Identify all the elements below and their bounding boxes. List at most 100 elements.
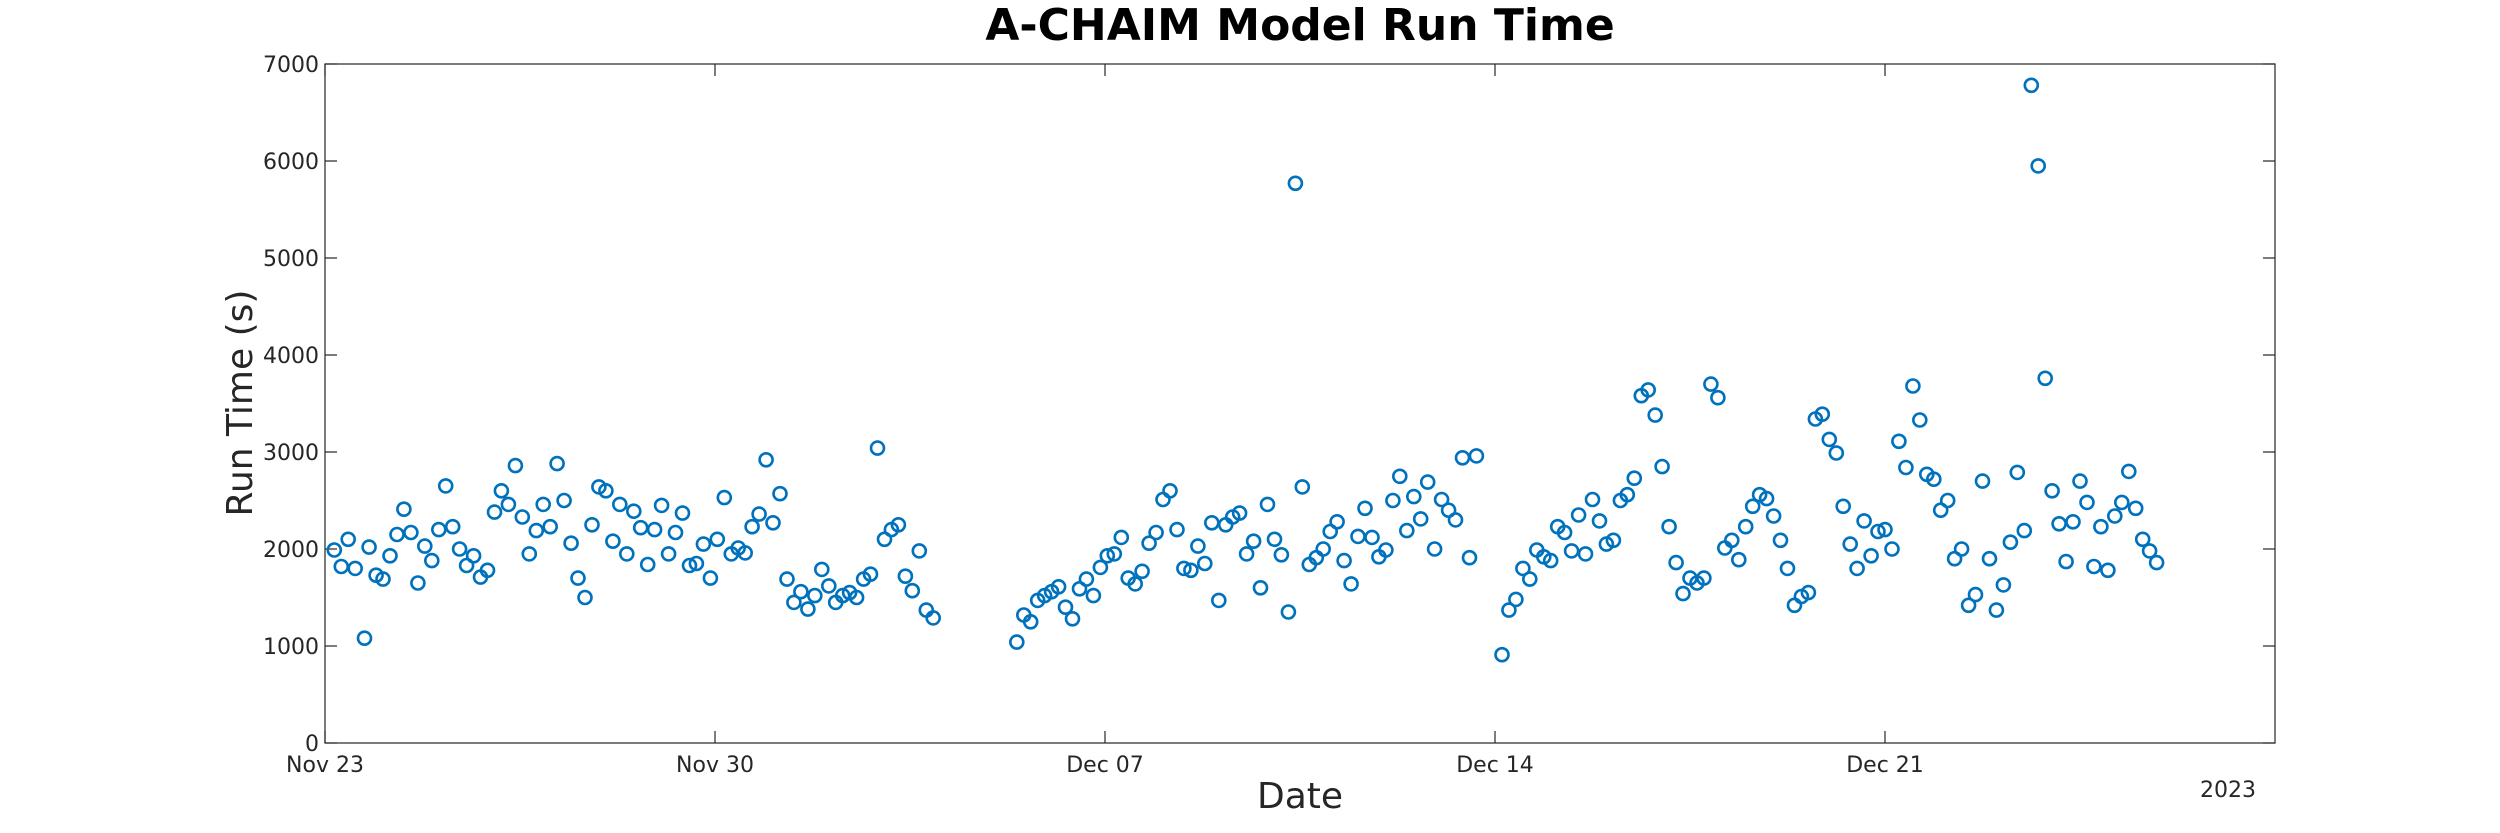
data-point (911, 543, 928, 559)
y-tick-label: 7000 (263, 53, 319, 78)
data-point (925, 610, 942, 626)
data-point (1542, 552, 1559, 569)
data-point (2072, 473, 2088, 489)
y-axis-label: Run Time (s) (220, 290, 261, 517)
data-point (1939, 492, 1956, 509)
data-point (347, 560, 364, 577)
data-point (1842, 536, 1858, 552)
data-point (1821, 431, 1838, 448)
data-point (1412, 511, 1429, 527)
chart-title: A-CHAIM Model Run Time (985, 0, 1614, 51)
data-point (1654, 458, 1670, 475)
data-point (1113, 529, 1130, 546)
data-point (493, 482, 510, 499)
data-point (625, 503, 642, 520)
data-point (556, 492, 572, 509)
data-point (1280, 604, 1297, 620)
data-point (1619, 486, 1636, 503)
data-point (890, 516, 907, 533)
data-point (702, 570, 719, 586)
data-point (1981, 550, 1998, 567)
data-point (1252, 579, 1269, 596)
y-axis: 0 1000 2000 3000 4000 5000 6000 7000 (263, 53, 2275, 757)
data-point (1433, 491, 1450, 508)
data-point (611, 496, 628, 513)
data-point (786, 594, 802, 611)
data-point (2114, 494, 2130, 511)
data-point (688, 555, 705, 572)
data-point (1050, 578, 1067, 595)
data-point (1626, 470, 1643, 487)
data-point (1426, 541, 1443, 557)
data-point (904, 582, 921, 599)
data-point (1556, 524, 1573, 541)
data-point (1737, 518, 1754, 535)
data-point (1675, 585, 1691, 602)
data-point (1468, 448, 1485, 464)
data-point (1494, 646, 1510, 663)
data-point (1891, 433, 1907, 450)
data-point (514, 509, 531, 525)
data-point (793, 583, 809, 600)
data-point (1092, 559, 1109, 576)
data-point (1190, 538, 1206, 554)
data-point (1995, 577, 2012, 593)
data-point (563, 535, 579, 552)
data-point (1905, 378, 1921, 394)
data-point (507, 457, 524, 474)
data-point (869, 440, 886, 456)
data-point (1724, 532, 1740, 549)
data-point (356, 630, 373, 647)
data-point (1758, 490, 1775, 507)
data-point (1856, 513, 1872, 529)
data-point (1357, 500, 1373, 517)
data-point (570, 570, 586, 586)
y-tick-label: 5000 (263, 247, 319, 272)
data-point (1912, 412, 1928, 428)
data-point (444, 518, 461, 535)
data-point (2134, 531, 2151, 548)
data-point (862, 566, 879, 583)
data-point (765, 514, 781, 531)
data-point (430, 521, 447, 538)
data-point (1078, 571, 1095, 587)
data-point (2148, 554, 2165, 571)
data-point (1197, 555, 1213, 572)
data-point (1231, 505, 1248, 521)
data-point (326, 542, 343, 558)
data-point (1287, 175, 1304, 192)
data-point (1974, 473, 1991, 489)
data-point (1849, 560, 1865, 577)
data-point (535, 496, 552, 513)
data-point (1099, 547, 1116, 564)
plot-area (324, 63, 2276, 744)
data-point (1988, 602, 2005, 618)
data-point (1967, 586, 1984, 603)
data-point (416, 538, 433, 554)
data-point (716, 489, 733, 506)
data-point (1378, 542, 1394, 558)
data-point (1238, 546, 1255, 562)
data-point (1926, 471, 1942, 488)
y-tick-label: 6000 (263, 150, 319, 175)
data-point (1661, 518, 1677, 535)
data-point (695, 536, 712, 552)
data-point (639, 556, 656, 573)
data-point (1563, 543, 1580, 559)
data-point (2079, 494, 2095, 511)
data-point (1800, 584, 1817, 601)
data-point (848, 589, 865, 606)
data-point (1022, 613, 1039, 630)
data-point (1162, 482, 1178, 499)
data-point (451, 541, 468, 557)
data-point (1779, 560, 1796, 577)
data-points (326, 77, 2165, 663)
data-point (479, 562, 496, 579)
data-point (2044, 482, 2060, 499)
data-point (1668, 554, 1684, 571)
data-point (660, 546, 677, 562)
data-point (2030, 158, 2046, 174)
data-point (1259, 496, 1276, 513)
data-point (2016, 522, 2033, 539)
